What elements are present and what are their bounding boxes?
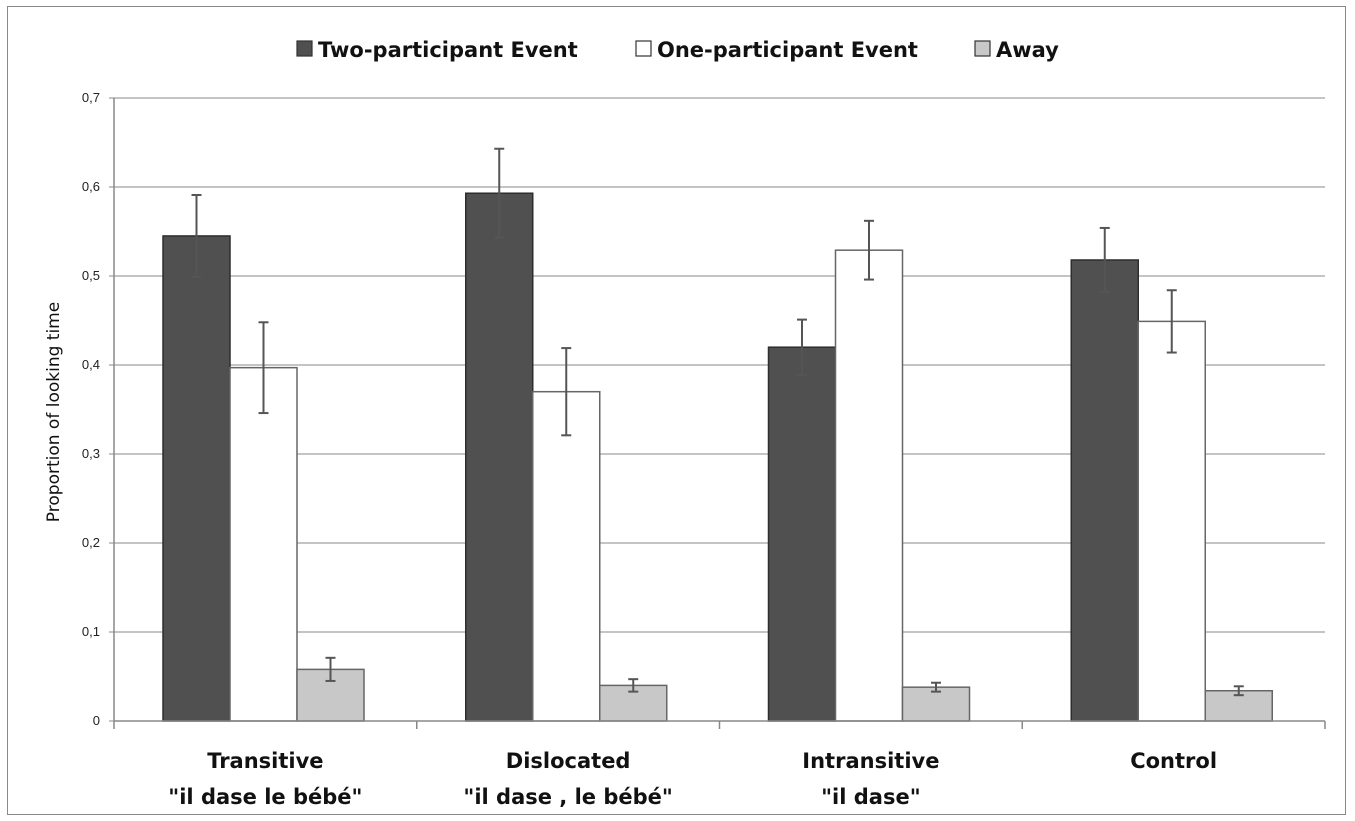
category-label: Transitive — [207, 749, 323, 773]
y-tick-label: 0,1 — [82, 624, 100, 639]
bar — [901, 686, 971, 722]
category-label: "il dase" — [821, 785, 921, 809]
y-tick-label: 0,4 — [82, 357, 100, 372]
y-tick-label: 0,3 — [82, 446, 100, 461]
y-tick-label: 0,2 — [82, 535, 100, 550]
category-label: Intransitive — [802, 749, 939, 773]
legend-label: One-participant Event — [657, 38, 918, 62]
axes — [113, 98, 1326, 729]
y-tick-label: 0,6 — [82, 179, 100, 194]
y-tick-label: 0,5 — [82, 268, 100, 283]
legend-swatch — [974, 40, 991, 57]
bar — [1070, 259, 1139, 722]
bar — [834, 249, 904, 722]
legend-swatch — [635, 40, 652, 57]
bar — [229, 366, 298, 722]
y-axis-label: Proportion of looking time — [44, 302, 64, 522]
y-axis-ticks: 0 0,1 0,2 0,3 0,4 0,5 0,6 0,7 — [82, 90, 114, 728]
legend-swatch — [296, 40, 313, 57]
category-label: "il dase le bébé" — [168, 785, 362, 809]
bar — [162, 235, 231, 722]
bar — [532, 390, 601, 722]
bar — [767, 346, 837, 722]
category-label: "il dase , le bébé" — [463, 785, 672, 809]
x-axis-labels: Transitive "il dase le bébé" Dislocated "il… — [168, 749, 1217, 809]
category-label: Control — [1130, 749, 1217, 773]
y-tick-label: 0,7 — [82, 90, 100, 105]
legend-label: Two-participant Event — [318, 38, 578, 62]
bar — [1137, 320, 1206, 722]
y-tick-label: 0 — [93, 713, 100, 728]
bars — [162, 147, 1273, 722]
bar — [465, 192, 534, 722]
legend: Two-participant Event One-participant Eve… — [296, 38, 1059, 62]
legend-label: Away — [996, 38, 1059, 62]
chart-frame — [7, 6, 1346, 815]
category-label: Dislocated — [506, 749, 631, 773]
